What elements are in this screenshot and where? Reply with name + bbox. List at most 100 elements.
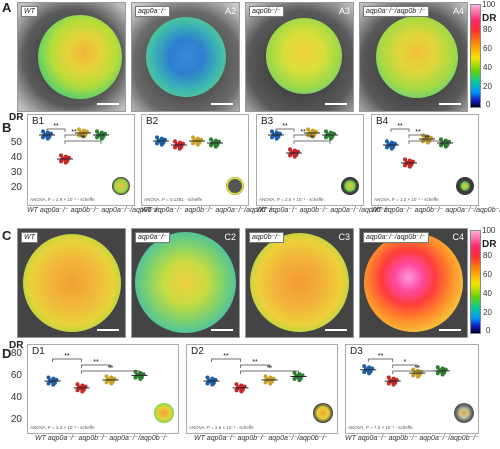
significance-label: ** bbox=[80, 135, 86, 142]
significance-label: ** bbox=[424, 135, 430, 142]
significance-bracket bbox=[64, 134, 84, 138]
plot-d1: D1 ANOVA, P = 2.3 × 10⁻¹ - scheffe ** ** *… bbox=[27, 344, 179, 434]
panel-letter-d: D bbox=[2, 346, 12, 361]
data-point bbox=[442, 370, 447, 375]
significance-bracket bbox=[81, 364, 111, 368]
category-label: WT bbox=[371, 207, 382, 214]
category-labels: WT aqp0a⁻/⁻ aqp0b⁻/⁻ aqp0a⁻/⁻/aqp0b⁻/⁻ bbox=[345, 434, 479, 442]
scale-bar bbox=[439, 103, 461, 105]
colorbar-tick: 80 bbox=[483, 251, 492, 260]
image-id: C4 bbox=[452, 232, 464, 242]
y-tick: 50 bbox=[10, 137, 22, 148]
significance-label: ** bbox=[309, 135, 315, 142]
data-point bbox=[215, 142, 220, 147]
y-tick: 80 bbox=[10, 348, 22, 359]
genotype-label: aqp0b⁻/⁻ bbox=[249, 6, 284, 17]
data-point bbox=[362, 364, 367, 369]
image-id: A2 bbox=[224, 6, 236, 16]
data-point bbox=[155, 141, 159, 146]
anova-text: ANOVA, P = 7.0 × 10⁻¹ - scheffe bbox=[348, 425, 413, 430]
colorbar-tick: 20 bbox=[483, 308, 492, 317]
genotype-label: aqp0a⁻/⁻/aqp0b⁻/⁻ bbox=[363, 232, 429, 243]
data-point bbox=[179, 144, 184, 149]
dot-plot: ****** bbox=[39, 123, 109, 165]
data-point bbox=[421, 139, 425, 144]
significance-label: ** bbox=[415, 365, 421, 372]
dot-plot: ****** bbox=[383, 123, 453, 169]
anova-text: ANOVA, P = 1.2 × 10⁻¹ - scheffe bbox=[374, 197, 439, 202]
significance-bracket bbox=[367, 358, 394, 362]
data-point bbox=[81, 387, 86, 392]
data-point bbox=[75, 382, 80, 387]
plot-title: D2 bbox=[191, 346, 204, 357]
data-point bbox=[41, 129, 45, 134]
data-point bbox=[269, 379, 274, 384]
significance-bracket bbox=[240, 370, 299, 374]
y-tick: 40 bbox=[10, 392, 22, 403]
y-axis-label: DR bbox=[9, 340, 24, 351]
data-point bbox=[294, 152, 299, 157]
plot-d3: D3 ANOVA, P = 7.0 × 10⁻¹ - scheffe ** * ** bbox=[345, 344, 479, 434]
anova-text: ANOVA, P = 0.1381 - scheffe bbox=[144, 197, 203, 202]
dot-plot: ****** bbox=[268, 123, 338, 159]
scale-bar bbox=[325, 103, 347, 105]
genotype-label: aqp0a⁻/⁻ bbox=[135, 6, 170, 17]
data-point bbox=[298, 376, 303, 381]
colorbar-tick: 60 bbox=[483, 44, 492, 53]
data-point bbox=[173, 139, 177, 144]
colorbar-tick: 0 bbox=[486, 326, 491, 335]
data-point bbox=[65, 158, 70, 163]
data-point bbox=[385, 139, 389, 144]
data-point bbox=[205, 375, 210, 380]
genotype-label: aqp0b⁻/⁻ bbox=[249, 232, 284, 243]
data-point bbox=[435, 365, 440, 370]
data-point bbox=[391, 144, 396, 149]
category-label: aqp0b⁻/⁻ bbox=[78, 435, 108, 442]
category-labels: WT aqp0a⁻/⁻ aqp0b⁻/⁻ aqp0a⁻/⁻/aqp0b⁻/⁻ bbox=[27, 434, 177, 442]
colorbar-top bbox=[470, 4, 481, 108]
data-point bbox=[77, 127, 81, 132]
data-point bbox=[47, 134, 52, 139]
category-label: aqp0a⁻/⁻/aqp0b⁻/⁻ bbox=[268, 435, 328, 442]
data-point bbox=[234, 388, 239, 393]
colorbar-tick: 40 bbox=[483, 63, 492, 72]
panel-letter-b: B bbox=[2, 120, 12, 135]
anova-text: ANOVA, P = 2.6 × 10⁻¹ - scheffe bbox=[189, 425, 254, 430]
data-point bbox=[270, 129, 274, 134]
data-point bbox=[234, 382, 239, 387]
data-point bbox=[139, 375, 144, 380]
lens-image-a2: aqp0a⁻/⁻ A2 bbox=[131, 2, 240, 112]
data-point bbox=[95, 129, 99, 134]
data-point bbox=[95, 135, 99, 140]
data-point bbox=[324, 135, 328, 140]
plot-title: D1 bbox=[32, 346, 45, 357]
significance-label: ** bbox=[300, 129, 306, 136]
data-point bbox=[191, 141, 195, 146]
data-point bbox=[263, 380, 268, 385]
category-label: aqp0a⁻/⁻ bbox=[39, 207, 69, 214]
category-label: WT bbox=[256, 207, 267, 214]
category-label: aqp0b⁻/⁻ bbox=[70, 207, 100, 214]
data-point bbox=[306, 133, 310, 138]
lens-image-c3: aqp0b⁻/⁻ C3 bbox=[245, 228, 354, 338]
category-label: WT bbox=[141, 207, 152, 214]
data-point bbox=[110, 379, 115, 384]
plot-title: D3 bbox=[350, 346, 363, 357]
data-point bbox=[409, 162, 414, 167]
data-point bbox=[288, 153, 292, 158]
data-point bbox=[439, 137, 443, 142]
significance-label: ** bbox=[64, 353, 70, 360]
significance-label: ** bbox=[267, 365, 273, 372]
data-point bbox=[368, 369, 373, 374]
thumbnail-lens bbox=[226, 177, 244, 195]
data-point bbox=[101, 134, 106, 139]
data-point bbox=[46, 375, 51, 380]
category-labels: WT aqp0a⁻/⁻ aqp0b⁻/⁻ aqp0a⁻/⁻/aqp0b⁻/⁻ bbox=[186, 434, 336, 442]
significance-bracket bbox=[211, 358, 241, 362]
dot-plot: ****** bbox=[203, 353, 307, 394]
significance-bracket bbox=[392, 370, 443, 374]
significance-label: ** bbox=[282, 123, 288, 130]
lens-image-c1: WT bbox=[17, 228, 126, 338]
category-label: WT bbox=[194, 435, 205, 442]
scale-bar bbox=[211, 103, 233, 105]
